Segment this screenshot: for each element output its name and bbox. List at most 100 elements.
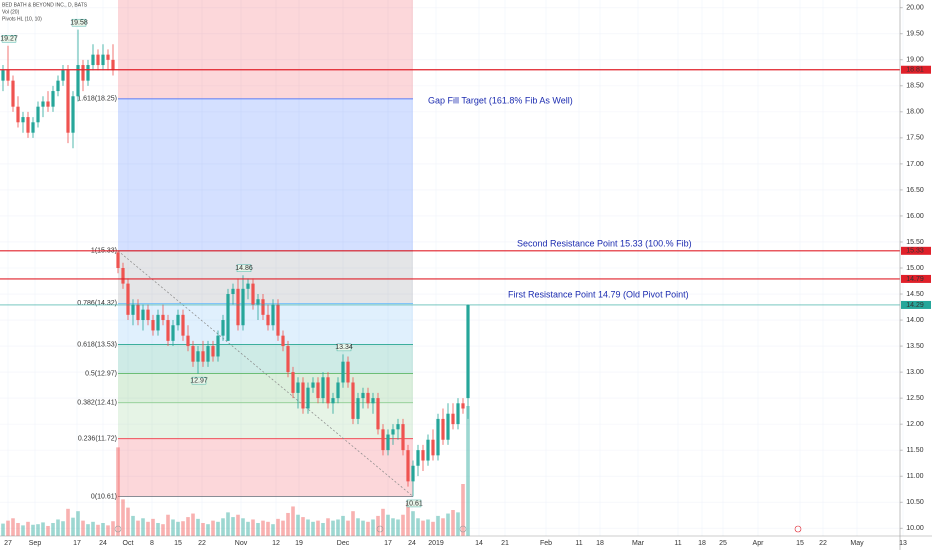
candle-body (106, 54, 110, 60)
x-tick-label: 15 (796, 540, 804, 547)
candle-body (221, 320, 225, 336)
candles (1, 29, 470, 497)
volume-bar (361, 520, 365, 536)
candle-body (351, 382, 355, 419)
volume-bar (281, 520, 285, 536)
candle-body (466, 304, 470, 399)
candle-body (246, 283, 250, 289)
volume-bar (101, 523, 105, 536)
pivot-label: 19.58 (70, 20, 88, 27)
volume-bar (96, 524, 100, 536)
x-tick-label: Sep (29, 540, 42, 547)
fib-label: 0.5(12.97) (85, 370, 117, 377)
y-tick-label: 20.00 (906, 5, 924, 12)
candle-body (51, 91, 55, 107)
fib-label: 0(10.61) (91, 493, 117, 500)
fib-zone (118, 0, 413, 99)
pivot-box (1, 35, 17, 43)
candle-body (161, 314, 165, 321)
volume-bar (326, 518, 330, 536)
x-tick-label: 22 (198, 540, 206, 547)
x-tick-label: 15 (174, 540, 182, 547)
candle-body (6, 70, 10, 81)
volume-bar (306, 519, 310, 536)
candle-body (16, 106, 20, 123)
candle-body (446, 413, 450, 440)
y-tick-label: 13.00 (906, 369, 924, 376)
candle-body (431, 439, 435, 456)
candle-body (236, 288, 240, 326)
volume-bar (441, 518, 445, 536)
volume-bar (31, 524, 35, 536)
candle-body (331, 398, 335, 404)
candle-body (66, 70, 70, 133)
volume-bar (331, 520, 335, 536)
volume-bar (231, 517, 235, 536)
candle-body (31, 122, 35, 133)
candle-body (356, 398, 360, 419)
candle-body (206, 346, 210, 362)
candle-body (151, 320, 155, 331)
x-tick-label: 24 (408, 540, 416, 547)
candle-body (166, 320, 170, 341)
x-tick-label: May (850, 540, 864, 547)
y-tick-label: 16.00 (906, 213, 924, 220)
x-tick-label: 12 (272, 540, 280, 547)
volume-bar (116, 447, 120, 536)
volume-bar (276, 518, 280, 536)
price-label: 14.79 (906, 276, 924, 283)
candle-body (301, 382, 305, 409)
volume-bar (41, 522, 45, 536)
volume-bar (226, 512, 230, 536)
volume-bar (106, 525, 110, 536)
candle-body (121, 268, 125, 284)
volume-bar (1, 523, 5, 536)
candle-body (441, 418, 445, 440)
volume-bar (211, 520, 215, 536)
volume-bar (301, 517, 305, 536)
fib-zone (118, 402, 413, 439)
volume-bar (351, 511, 355, 536)
volume-bar (401, 514, 405, 536)
candle-body (101, 54, 105, 66)
candle-body (116, 252, 120, 268)
candle-body (291, 372, 295, 393)
candle-body (276, 304, 280, 336)
x-tick-label: 18 (596, 540, 604, 547)
candle-body (181, 314, 185, 336)
chart-title: BED BATH & BEYOND INC., D, BATS (2, 2, 88, 8)
fib-zone (118, 98, 413, 251)
volume-bar (376, 515, 380, 536)
candle-body (81, 65, 85, 81)
volume-bar (36, 524, 40, 536)
candle-body (436, 418, 440, 456)
volume-bar (221, 518, 225, 536)
pivot-box (406, 499, 422, 508)
volume-bar (51, 523, 55, 536)
candle-body (136, 304, 140, 321)
y-tick-label: 12.00 (906, 421, 924, 428)
price-label-bg (901, 274, 931, 283)
y-tick-label: 14.50 (906, 291, 924, 298)
x-tick-label: Dec (337, 540, 350, 547)
candle-body (296, 382, 300, 393)
volume-bar (176, 521, 180, 536)
candle-body (386, 434, 390, 451)
candle-body (361, 392, 365, 399)
x-tick-label: 19 (295, 540, 303, 547)
pivot-box (71, 18, 87, 27)
indicator-label: Vol (20) (2, 9, 20, 15)
volume-bar (246, 521, 250, 536)
volume-bar (271, 524, 275, 536)
fib-label: 1.618(18.25) (77, 96, 117, 103)
volume-bar (421, 520, 425, 536)
candle-body (396, 424, 400, 430)
price-label: 18.81 (906, 67, 924, 74)
candle-body (61, 70, 65, 81)
volume-bar (336, 519, 340, 536)
fib-label: 0.786(14.32) (77, 300, 117, 307)
candle-body (451, 413, 455, 425)
candle-body (321, 377, 325, 399)
x-tick-label: 25 (719, 540, 727, 547)
